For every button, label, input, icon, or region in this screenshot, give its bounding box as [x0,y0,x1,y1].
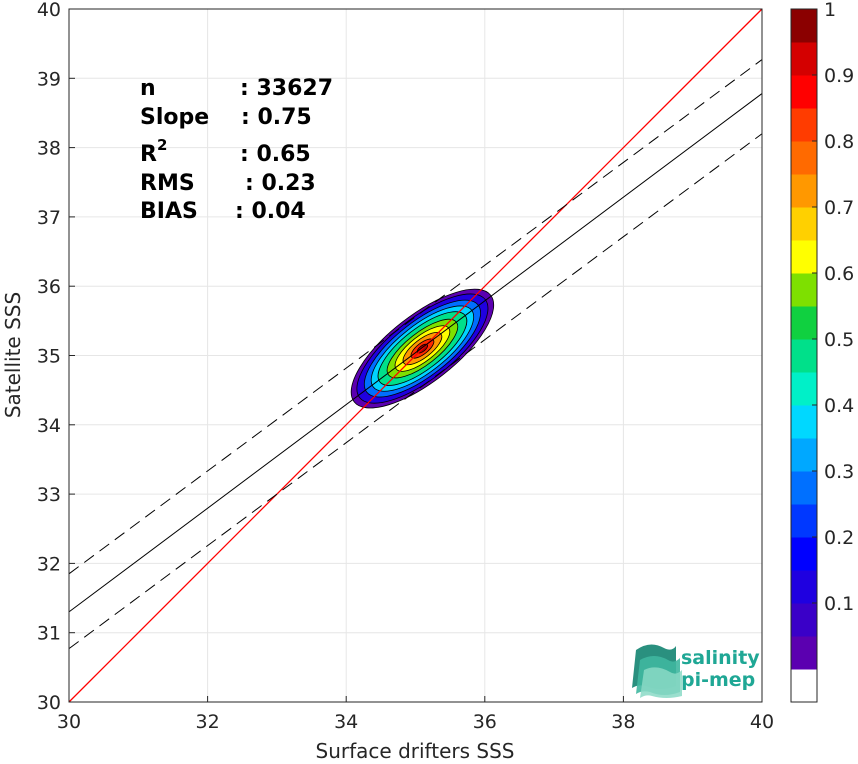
colorbar-ticks: 0.1 0.2 0.3 0.4 0.5 0.6 0.7 0.8 0.9 1 [812,0,854,615]
x-tick-label: 38 [611,711,635,733]
x-tick-label: 40 [750,711,774,733]
colorbar [791,9,817,703]
upper-bound-line [68,59,763,575]
colorbar-tick-label: 1 [824,0,836,21]
colorbar-segment [791,636,817,670]
stat-r2-value: : 0.65 [240,142,311,167]
salinity-pi-mep-logo: salinity pi-mep [632,644,760,698]
colorbar-tick-label: 0.6 [824,263,854,285]
logo-line2: pi-mep [681,669,755,691]
x-axis-ticks: 30 32 34 36 38 40 [57,696,774,733]
y-tick-label: 36 [37,276,61,298]
colorbar-segment [791,339,817,373]
colorbar-segment [791,438,817,472]
colorbar-tick-label: 0.8 [824,131,854,153]
stat-bias-label: BIAS [140,199,198,224]
x-tick-label: 30 [57,711,81,733]
x-axis-label: Surface drifters SSS [316,739,515,763]
x-tick-label: 32 [196,711,220,733]
stat-slope-value: : 0.75 [241,105,312,130]
colorbar-segment [791,537,817,571]
colorbar-segment [791,207,817,241]
colorbar-segment [791,372,817,406]
stat-slope-label: Slope [140,105,209,130]
lower-bound-line [68,133,763,650]
colorbar-segment [791,405,817,439]
colorbar-segment [791,603,817,637]
stat-r2-superscript: 2 [157,136,167,154]
colorbar-tick-label: 0.5 [824,329,854,351]
regression-line [68,93,763,613]
colorbar-segment [791,108,817,142]
colorbar-tick-label: 0.3 [824,461,854,483]
colorbar-segment [791,9,817,43]
y-tick-label: 30 [37,692,61,714]
colorbar-tick-label: 0.9 [824,65,854,87]
statistics-box: n : 33627 Slope : 0.75 R 2 : 0.65 RMS : … [140,76,333,224]
x-tick-label: 36 [473,711,497,733]
stat-rms-label: RMS [140,171,195,196]
y-tick-label: 39 [37,68,61,90]
colorbar-segment [791,240,817,274]
colorbar-segment [791,75,817,109]
colorbar-segment [791,174,817,208]
colorbar-segment [791,504,817,538]
identity-line [68,8,763,703]
stat-n-label: n [140,76,156,101]
x-tick-label: 34 [334,711,358,733]
colorbar-segment [791,669,817,703]
colorbar-tick-label: 0.2 [824,527,854,549]
colorbar-tick-label: 0.7 [824,197,854,219]
y-tick-label: 32 [37,553,61,575]
colorbar-segment [791,471,817,505]
colorbar-segment [791,141,817,175]
y-tick-label: 31 [37,623,61,645]
y-tick-label: 38 [37,138,61,160]
y-tick-label: 37 [37,207,61,229]
colorbar-segment [791,570,817,604]
logo-line1: salinity [681,647,760,669]
colorbar-segment [791,42,817,76]
colorbar-tick-label: 0.4 [824,395,854,417]
y-tick-label: 33 [37,484,61,506]
y-tick-label: 40 [37,0,61,21]
stat-r2-label: R [140,142,157,167]
y-axis-ticks: 30 31 32 33 34 35 36 37 38 39 40 [37,0,75,714]
stat-bias-value: : 0.04 [235,199,306,224]
y-axis-label: Satellite SSS [1,292,25,418]
stat-n-value: : 33627 [240,76,333,101]
stat-rms-value: : 0.23 [245,171,316,196]
colorbar-frame [790,8,818,703]
reference-lines [68,8,763,703]
y-tick-label: 35 [37,346,61,368]
colorbar-tick-label: 0.1 [824,593,854,615]
colorbar-segment [791,273,817,307]
y-tick-label: 34 [37,415,61,437]
wave-logo-icon [632,644,682,698]
colorbar-segment [791,306,817,340]
